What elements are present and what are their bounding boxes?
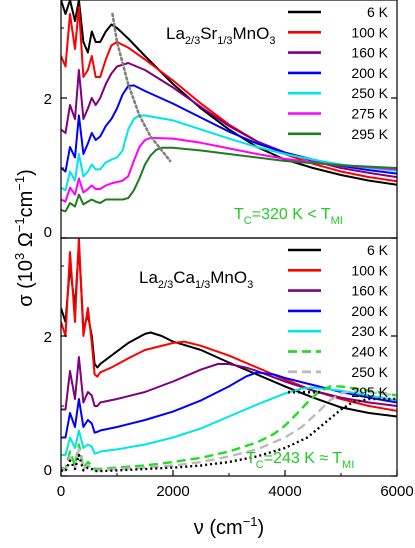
x-tick-label: 0: [57, 483, 65, 500]
legend-label: 100 K: [351, 24, 388, 40]
series-line-250k: [61, 114, 397, 192]
series-line-250k: [61, 389, 397, 472]
y-tick-label: 0: [44, 462, 52, 479]
legend-label: 160 K: [351, 45, 388, 61]
top-series-group: [61, 0, 397, 213]
bottom-y-axis-ticks: 02: [44, 265, 397, 479]
series-line-295k: [61, 397, 397, 473]
legend-label: 295 K: [351, 126, 388, 142]
series-line-295k: [61, 146, 397, 213]
series-line-200k: [61, 371, 397, 439]
series-line-100k: [61, 238, 397, 412]
y-axis-label: σ (103 Ω−1cm−1): [12, 169, 37, 307]
legend-label: 250 K: [351, 85, 388, 101]
top-compound-title: La2/3Sr1/3MnO3: [166, 24, 275, 47]
legend-label: 6 K: [367, 242, 389, 258]
series-line-200k: [61, 84, 397, 175]
top-legend: 6 K 100 K 160 K 200 K 250 K 275 K 295 K: [288, 4, 389, 142]
top-y-axis-ticks: 02: [44, 27, 397, 241]
bottom-tc-annotation: TC=243 K ≈ TMI: [246, 450, 354, 471]
legend-label: 160 K: [351, 283, 388, 299]
bottom-legend: 6 K 100 K 160 K 200 K 230 K 240 K 250 K 295 K: [288, 242, 389, 400]
legend-label: 200 K: [351, 65, 388, 81]
bottom-compound-title: La2/3Ca1/3MnO3: [139, 268, 253, 291]
series-line-275k: [61, 136, 397, 203]
series-line-6k: [61, 0, 397, 186]
series-line-100k: [61, 6, 397, 183]
peak-guide-line: [111, 12, 172, 163]
x-tick-label: 6000: [380, 483, 413, 500]
x-tick-label: 2000: [156, 483, 189, 500]
y-tick-label: 2: [44, 91, 52, 108]
legend-label: 200 K: [351, 303, 388, 319]
legend-label: 275 K: [351, 106, 388, 122]
legend-label: 6 K: [367, 4, 389, 20]
y-tick-label: 2: [44, 329, 52, 346]
legend-label: 100 K: [351, 262, 388, 278]
top-guide-group: [111, 12, 172, 163]
legend-label: 295 K: [351, 384, 388, 400]
legend-label: 250 K: [351, 364, 388, 380]
legend-label: 240 K: [351, 344, 388, 360]
top-tc-annotation: TC=320 K < TMI: [234, 206, 343, 227]
series-line-230k: [61, 386, 397, 456]
y-tick-label: 0: [44, 224, 52, 241]
legend-label: 230 K: [351, 323, 388, 339]
x-axis-label: ν (cm−1): [194, 514, 264, 539]
bottom-x-axis-ticks: 0 2000 4000 6000: [57, 470, 414, 500]
x-tick-label: 4000: [268, 483, 301, 500]
series-line-160k: [61, 356, 397, 411]
